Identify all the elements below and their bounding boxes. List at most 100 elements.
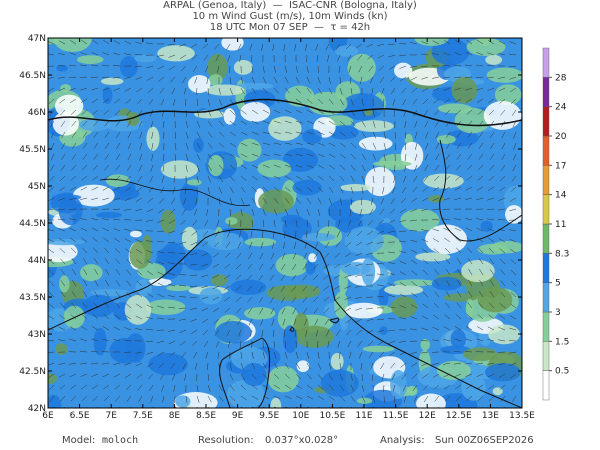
- wind-barb: [457, 268, 462, 276]
- wind-barb: [350, 373, 353, 381]
- wind-barb: [273, 153, 281, 156]
- wind-barb: [168, 219, 176, 224]
- wind-barb: [410, 304, 418, 309]
- wind-barb: [295, 109, 303, 114]
- wind-barb: [127, 120, 132, 128]
- field-patch: [466, 38, 506, 56]
- wind-barb: [433, 302, 440, 309]
- wind-barb: [444, 384, 451, 390]
- wind-barb: [349, 208, 352, 216]
- footer-value: 0.037°x0.028°: [265, 435, 338, 446]
- field-patch: [431, 38, 470, 66]
- wind-barb: [312, 274, 319, 281]
- field-patch: [461, 374, 486, 401]
- wind-barb: [323, 274, 330, 280]
- wind-barb: [411, 373, 418, 380]
- wind-barb: [146, 328, 154, 331]
- wind-barb: [423, 109, 429, 116]
- field-patch: [72, 184, 115, 207]
- colorbar-label: 8.3: [555, 249, 569, 259]
- wind-barb: [168, 283, 176, 287]
- field-patch: [364, 166, 396, 197]
- wind-barb: [81, 109, 88, 115]
- field-patch: [465, 298, 474, 318]
- wind-barb: [488, 247, 495, 254]
- wind-barb: [478, 153, 484, 160]
- wind-barb: [169, 208, 176, 215]
- wind-barb: [170, 76, 176, 83]
- field-patch: [52, 194, 82, 201]
- wind-barb: [168, 262, 176, 265]
- wind-barb: [401, 373, 407, 380]
- wind-barb: [350, 395, 356, 402]
- wind-barb: [360, 362, 363, 370]
- wind-barb: [157, 241, 165, 243]
- wind-barb: [498, 228, 506, 232]
- wind-barb: [60, 109, 66, 116]
- wind-barb: [70, 237, 77, 243]
- wind-barb: [328, 98, 334, 105]
- wind-barb: [317, 87, 323, 94]
- wind-barb: [383, 164, 386, 172]
- wind-barb: [434, 280, 440, 287]
- wind-barb: [190, 274, 198, 276]
- wind-barb: [224, 252, 231, 259]
- wind-barb: [344, 263, 352, 268]
- wind-barb: [136, 259, 143, 265]
- wind-barb: [421, 208, 429, 212]
- wind-barb: [328, 131, 336, 136]
- wind-barb: [236, 252, 242, 259]
- wind-barb: [315, 329, 319, 337]
- wind-barb: [203, 340, 209, 347]
- wind-barb: [339, 373, 343, 381]
- wind-barb: [149, 384, 154, 392]
- wind-barb: [388, 261, 396, 265]
- wind-barb: [339, 384, 345, 391]
- wind-barb: [58, 208, 66, 211]
- wind-barb: [302, 285, 308, 292]
- wind-barb: [262, 131, 270, 135]
- wind-barb: [50, 142, 55, 150]
- wind-barb: [69, 197, 77, 201]
- wind-barb: [81, 395, 88, 402]
- field-patch: [160, 209, 177, 234]
- wind-barb: [509, 76, 517, 80]
- wind-barb: [350, 131, 357, 138]
- wind-barb: [432, 362, 440, 366]
- wind-barb: [58, 40, 66, 45]
- wind-barb: [91, 351, 99, 353]
- wind-barb: [146, 293, 154, 298]
- wind-barb: [269, 285, 275, 292]
- wind-barb: [251, 186, 258, 193]
- wind-barb: [361, 384, 365, 392]
- wind-barb: [284, 208, 289, 216]
- y-tick-label: 44N: [28, 256, 46, 266]
- wind-barb: [400, 197, 407, 204]
- wind-barb: [104, 247, 110, 254]
- wind-barb: [284, 87, 290, 94]
- wind-barb: [510, 98, 517, 105]
- wind-barb: [251, 208, 255, 216]
- wind-barb: [49, 175, 55, 182]
- wind-barb: [434, 109, 440, 116]
- wind-barb: [247, 307, 253, 314]
- wind-barb: [456, 290, 462, 298]
- wind-barb: [476, 98, 484, 103]
- field-patch: [129, 241, 151, 269]
- wind-barb: [273, 186, 280, 192]
- field-patch: [454, 107, 490, 134]
- wind-barb: [213, 241, 220, 248]
- wind-barb: [251, 65, 254, 73]
- wind-barb: [124, 208, 132, 211]
- wind-barb: [465, 338, 473, 342]
- wind-barb: [323, 285, 330, 291]
- title-line: ARPAL (Genoa, Italy) — ISAC-CNR (Bologna…: [163, 0, 417, 11]
- wind-barb: [315, 43, 319, 51]
- wind-barb: [229, 109, 236, 116]
- y-tick-label: 44.5N: [19, 219, 46, 229]
- wind-barb: [412, 186, 418, 193]
- wind-barb: [488, 384, 495, 390]
- wind-barb: [214, 43, 220, 50]
- wind-barb: [313, 263, 319, 270]
- wind-barb: [512, 395, 517, 403]
